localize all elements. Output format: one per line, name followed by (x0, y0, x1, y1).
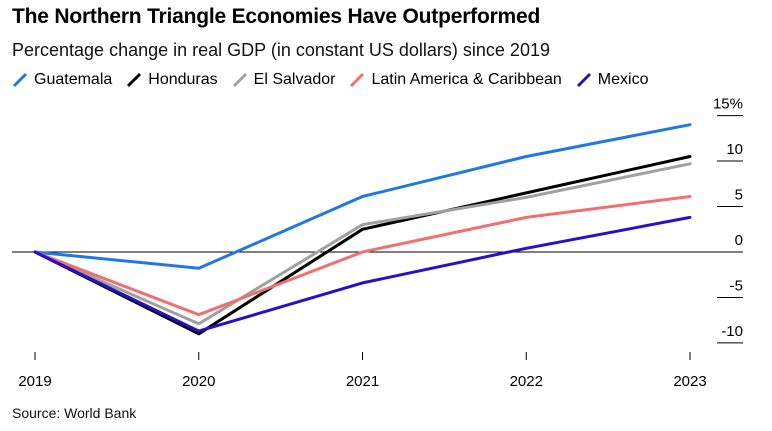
series-line-guatemala (33, 123, 692, 270)
legend-swatch-icon (12, 72, 28, 88)
y-tick-label: 10 (726, 141, 743, 158)
legend-item-guatemala: Guatemala (12, 71, 112, 89)
legend-swatch-icon (127, 72, 142, 88)
legend-label: Guatemala (34, 71, 113, 88)
legend-swatch-icon (350, 72, 365, 88)
chart-title: The Northern Triangle Economies Have Out… (12, 5, 541, 28)
legend-swatch-icon (232, 72, 247, 88)
y-tick-label: 15% (713, 96, 743, 113)
series-line-mexico (33, 215, 692, 333)
x-tick-label: 2019 (18, 373, 51, 390)
y-tick-label: 5 (735, 187, 743, 204)
x-tick-label: 2021 (346, 373, 379, 390)
legend-label: Mexico (597, 71, 649, 88)
legend-label: El Salvador (253, 71, 336, 88)
series-line-latin-america-caribbean (33, 195, 692, 317)
legend-item-honduras: Honduras (126, 71, 218, 89)
x-tick-label: 2022 (510, 373, 543, 390)
legend-label: Honduras (148, 71, 218, 88)
series-line-honduras (33, 155, 692, 336)
y-tick-label: -5 (730, 277, 743, 294)
legend-swatch-icon (576, 72, 591, 88)
y-tick-label: 0 (735, 232, 743, 249)
legend-item-el-salvador: El Salvador (232, 71, 336, 89)
legend: Guatemala Honduras El Salvador Latin Ame… (12, 71, 662, 89)
legend-item-latin-america: Latin America & Caribbean (349, 71, 562, 89)
legend-item-mexico: Mexico (576, 71, 649, 89)
source-note: Source: World Bank (12, 405, 137, 421)
x-tick-label: 2023 (673, 373, 706, 390)
x-tick-label: 2020 (182, 373, 215, 390)
y-tick-label: -10 (721, 323, 743, 340)
legend-label: Latin America & Caribbean (371, 71, 562, 88)
chart-subtitle: Percentage change in real GDP (in consta… (12, 40, 550, 60)
series-line-el-salvador (33, 162, 692, 326)
